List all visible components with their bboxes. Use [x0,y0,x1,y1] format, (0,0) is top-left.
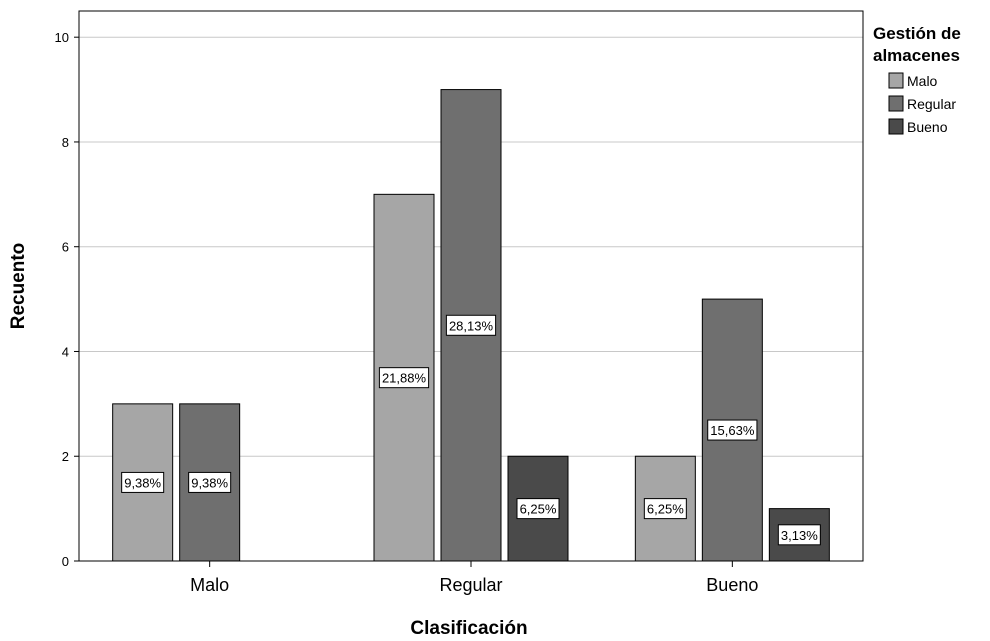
y-tick-label: 4 [62,344,69,359]
legend-swatch [888,72,904,89]
data-label-text: 3,13% [781,528,818,543]
data-label-text: 28,13% [449,318,494,333]
data-label: 3,13% [777,524,821,546]
legend-label: Malo [907,73,938,89]
x-category-label: Bueno [706,575,758,595]
legend-title-line2: almacenes [873,46,960,65]
data-label-box [707,419,758,441]
legend-item-regular: Regular [888,95,956,112]
data-label: 9,38% [188,471,232,493]
y-axis-ticks: 0 2 4 6 8 10 [55,30,79,569]
data-labels: 9,38% 9,38% 21,88% 28,13% 6,25% 6,25% 15,63% 3,… [121,314,821,546]
legend-swatch [888,95,904,112]
y-tick-label: 10 [55,30,69,45]
y-tick-label: 0 [62,554,69,569]
data-label-text: 6,25% [647,502,684,517]
data-label-text: 15,63% [710,423,755,438]
data-label: 15,63% [707,419,758,441]
data-label: 28,13% [445,314,497,336]
x-axis-categories: Malo Regular Bueno [190,561,758,595]
data-label-box [445,314,497,336]
legend-title-line1: Gestión de [873,24,961,43]
data-label: 21,88% [378,367,430,389]
data-label-text: 6,25% [520,502,557,517]
data-label-box [643,498,687,520]
y-tick-label: 6 [62,240,69,255]
x-category-label: Malo [190,575,229,595]
data-label: 6,25% [516,498,560,520]
data-label-text: 9,38% [191,475,228,490]
legend-label: Regular [907,96,956,112]
data-label: 9,38% [121,471,165,493]
legend-swatch [888,118,904,135]
y-axis-title: Recuento [8,243,29,330]
x-axis-title: Clasificación [410,618,527,639]
x-category-label: Regular [439,575,502,595]
data-label-box [121,471,165,493]
data-label-text: 9,38% [124,475,161,490]
y-tick-label: 8 [62,135,69,150]
legend-item-bueno: Bueno [888,118,948,135]
data-label-box [777,524,821,546]
data-label-text: 21,88% [382,371,427,386]
data-label-box [188,471,232,493]
legend-label: Bueno [907,119,948,135]
data-label: 6,25% [643,498,687,520]
y-tick-label: 2 [62,449,69,464]
legend: Gestión de almacenes Malo Regular Bueno [873,24,961,135]
data-label-box [516,498,560,520]
legend-item-malo: Malo [888,72,938,89]
data-label-box [378,367,430,389]
